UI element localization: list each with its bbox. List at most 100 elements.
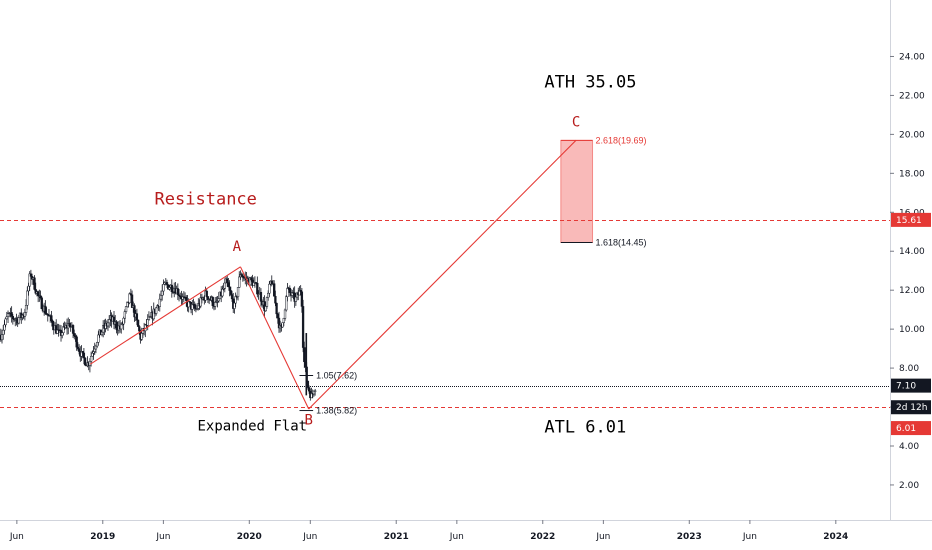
candle-body [6, 313, 10, 317]
price-badge [891, 378, 931, 393]
candle-body [226, 278, 229, 283]
candle-body [264, 306, 267, 312]
candle-body [100, 331, 104, 336]
price-badge-label: 2d 12h [896, 403, 927, 413]
candle-body [27, 285, 30, 292]
candle-body [82, 352, 86, 359]
candle-body [95, 342, 99, 347]
candle-body [275, 302, 278, 315]
candle-body [122, 317, 125, 325]
candle-body [274, 295, 277, 304]
wave-label-a: A [233, 239, 242, 255]
candle-body [188, 301, 192, 303]
candle-body [71, 325, 75, 334]
candle-body [294, 296, 298, 302]
candle-body [77, 348, 81, 352]
x-tick-label[interactable]: 2021 [384, 532, 409, 542]
candle-body [313, 390, 317, 392]
candle-body [128, 293, 131, 304]
fib-levels-layer: 1.05(7.62) 1.38(5.82) 2.618(19.69) 1.618(14… [299, 135, 647, 416]
candle-body [256, 282, 259, 295]
candle-body [135, 313, 139, 321]
wave-label-c: C [572, 115, 580, 131]
candle-body [146, 319, 149, 326]
candle-body [115, 321, 118, 329]
candle-body [165, 282, 169, 285]
candle-body [191, 303, 194, 310]
candle-body [228, 286, 231, 291]
candle-body [81, 351, 84, 354]
candle-body [120, 323, 123, 330]
x-tick-label[interactable]: 2019 [90, 532, 115, 542]
candle-body [250, 277, 253, 281]
price-badge-label: 6.01 [896, 424, 916, 434]
wave-lines-layer [90, 139, 577, 410]
candle-body [268, 283, 271, 294]
y-tick-label[interactable]: 14.00 [899, 247, 925, 257]
candle-body [44, 305, 47, 314]
candle-body [94, 345, 98, 350]
y-tick-label[interactable]: 18.00 [899, 169, 925, 179]
candle-body [170, 284, 173, 292]
y-tick-label[interactable]: 2.00 [899, 481, 919, 491]
fib-level-label: 1.38(5.82) [316, 406, 357, 416]
candle-body [286, 287, 289, 297]
candle-body [273, 283, 276, 297]
candle-body [300, 291, 304, 307]
candle-body [161, 290, 164, 296]
candle-body [5, 316, 8, 320]
y-tick-label[interactable]: 4.00 [899, 442, 919, 452]
candle-body [123, 311, 126, 319]
candle-body [89, 355, 93, 362]
candle-body [130, 294, 134, 308]
x-tick-label[interactable]: 2022 [530, 532, 555, 542]
candle-body [285, 296, 288, 311]
candle-body [276, 313, 279, 319]
candle-body [97, 334, 100, 343]
annotations-layer: A B C ATH 35.05 Resistance Expanded Flat ATL 6… [155, 73, 637, 438]
y-tick-label[interactable]: 8.00 [899, 364, 919, 374]
candle-body [307, 387, 311, 392]
candle-body [281, 322, 284, 328]
y-tick-label[interactable]: 12.00 [899, 286, 925, 296]
candle-body [283, 309, 287, 319]
fib-level-label: 2.618(19.69) [596, 135, 647, 145]
candle-body [230, 294, 234, 300]
wave-label-b: B [304, 413, 312, 429]
y-tick-label[interactable]: 22.00 [899, 91, 925, 101]
x-tick-label[interactable]: Jun [155, 532, 170, 542]
x-tick-label[interactable]: Jun [595, 532, 610, 542]
y-tick-label[interactable]: 20.00 [899, 130, 925, 140]
candle-body [205, 290, 208, 297]
candle-body [136, 319, 140, 327]
candle-body [33, 277, 36, 290]
x-axis-ticks[interactable]: Jun 2019 Jun 2020 Jun 2021 Jun 2022 Jun 2023 Jun 20… [9, 520, 849, 542]
x-tick-label[interactable]: 2023 [677, 532, 702, 542]
candle-body [40, 297, 43, 309]
candle-body [267, 292, 270, 298]
candle-body [211, 297, 214, 306]
price-badge [891, 400, 931, 415]
candle-body [10, 312, 13, 317]
annotation-text: ATH 35.05 [544, 73, 636, 93]
price-badge [891, 421, 931, 436]
candles-layer [0, 269, 317, 401]
x-tick-label[interactable]: Jun [302, 532, 317, 542]
candle-body [29, 273, 33, 277]
candle-body [288, 287, 291, 293]
candle-body [3, 324, 6, 331]
y-tick-label[interactable]: 24.00 [899, 52, 925, 62]
candle-body [236, 287, 240, 297]
candle-body [28, 273, 31, 287]
candle-body [158, 298, 161, 307]
x-tick-label[interactable]: Jun [9, 532, 24, 542]
x-tick-label[interactable]: 2020 [237, 532, 262, 542]
candle-body [26, 290, 29, 306]
y-tick-label[interactable]: 10.00 [899, 325, 925, 335]
wave-line [90, 266, 241, 365]
candle-body [91, 352, 94, 357]
x-tick-label[interactable]: Jun [449, 532, 464, 542]
x-tick-label[interactable]: 2024 [823, 532, 848, 542]
candle-body [168, 287, 171, 290]
x-tick-label[interactable]: Jun [742, 532, 757, 542]
